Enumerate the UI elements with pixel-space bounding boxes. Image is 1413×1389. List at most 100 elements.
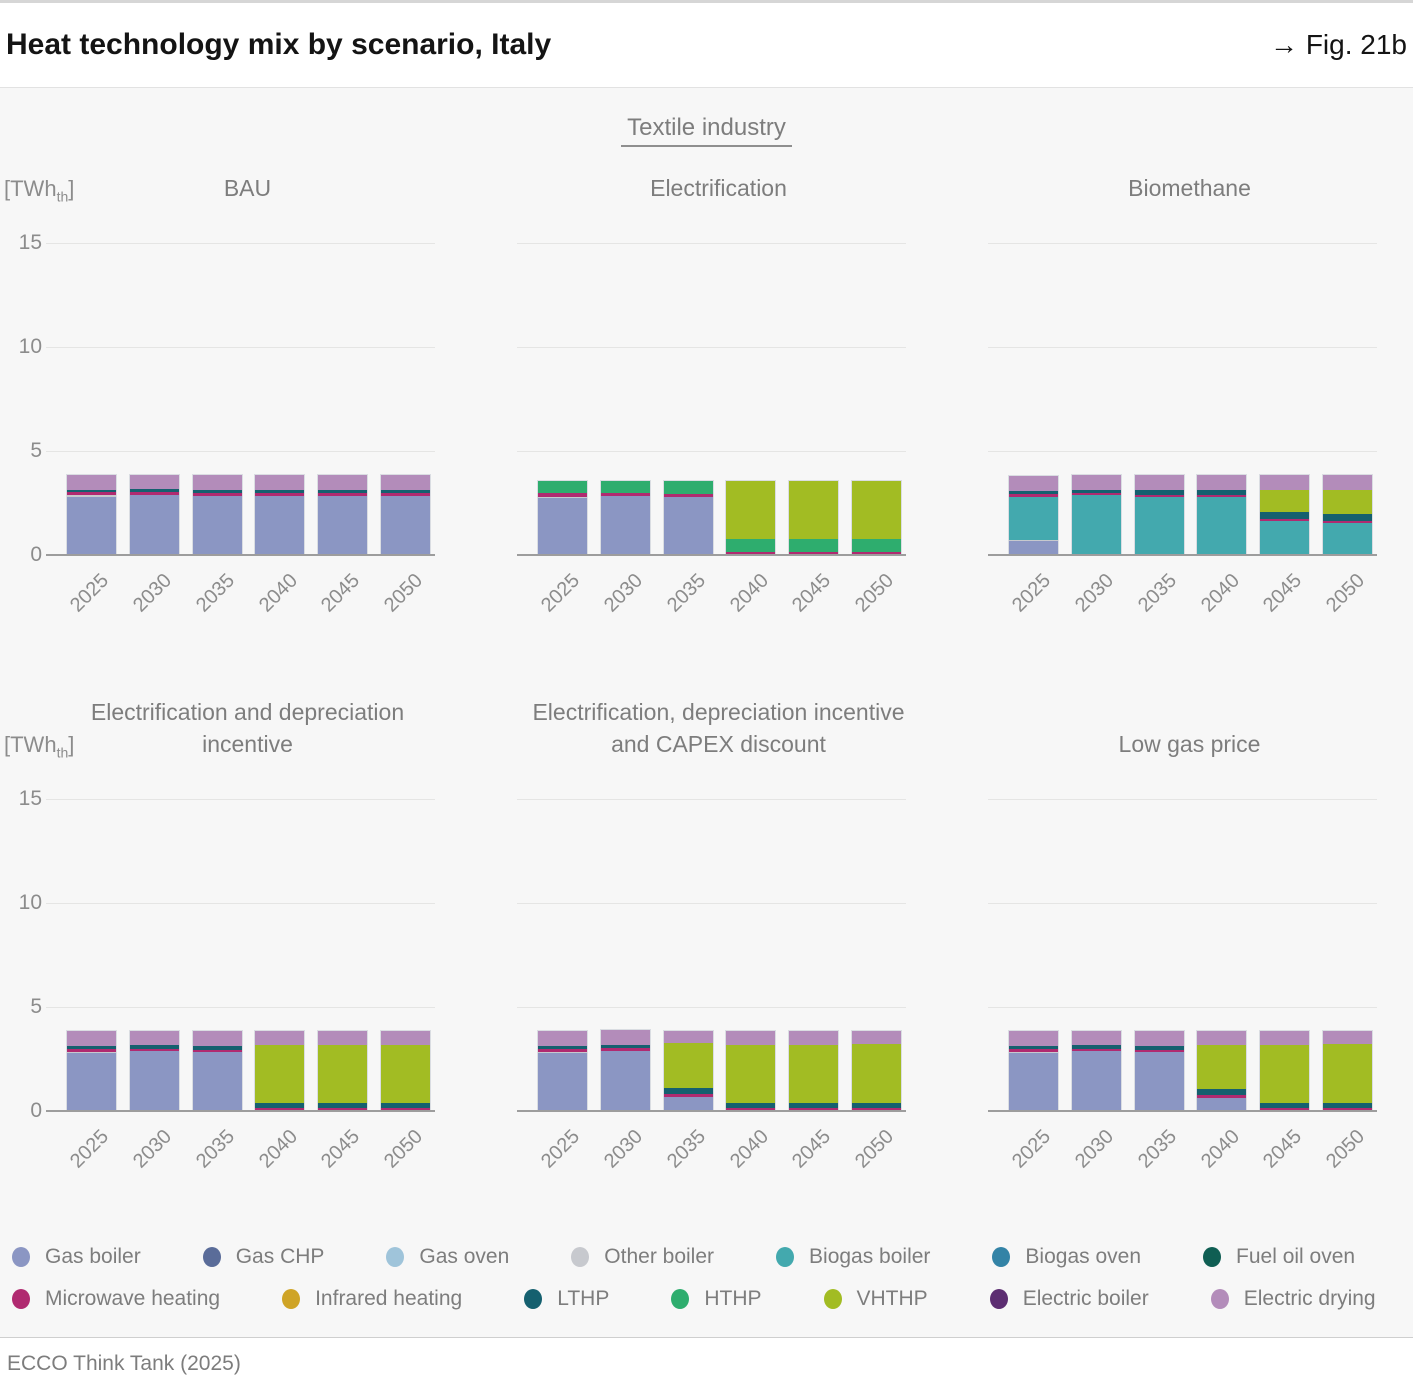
bar-segment-microwave-heating — [1197, 494, 1247, 498]
gridline-5 — [517, 451, 906, 452]
gridline-15 — [988, 243, 1377, 244]
x-tick-label: 2025 — [537, 569, 585, 617]
x-tick-2035: 2035 — [663, 1112, 714, 1173]
bar-segment-gas-boiler — [538, 1053, 587, 1110]
bar-segment-gas-boiler — [129, 1051, 179, 1110]
bar-segment-electric-drying — [318, 474, 368, 490]
bar-segment-electric-drying — [255, 1030, 305, 1046]
panel-title-electrification-depreciation-incentive-and-capex-discount: Electrification, depreciation incentive … — [532, 698, 905, 757]
bar-segment-microwave-heating — [255, 1107, 305, 1110]
bar-segment-other-boiler — [1009, 539, 1058, 542]
bar-segment-hthp — [600, 481, 650, 494]
legend-item-gas-boiler: Gas boiler — [12, 1245, 141, 1269]
gridline-15 — [517, 243, 906, 244]
stacked-bar-2050 — [379, 1029, 431, 1110]
x-tick-2035: 2035 — [663, 556, 714, 617]
chart-panel-low-gas-price: Low gas price 2025 2030 2035 2040 2045 2050 — [942, 644, 1413, 1216]
bar-segment-electric-drying — [1322, 475, 1372, 490]
panel-title-biomethane: Biomethane — [1128, 174, 1251, 201]
gridline-5 — [46, 1007, 435, 1008]
gridline-10 — [517, 347, 906, 348]
bar-segment-other-boiler — [67, 495, 116, 497]
x-tick-2040: 2040 — [254, 556, 305, 617]
bar-segment-electric-drying — [1134, 1031, 1184, 1046]
gridline-15 — [46, 799, 435, 800]
bar-segment-electric-drying — [538, 1031, 587, 1046]
x-axis-labels: 2025 2030 2035 2040 2045 2050 — [66, 556, 431, 617]
bar-segment-electric-drying — [192, 475, 242, 490]
bar-segment-microwave-heating — [1134, 1049, 1184, 1053]
x-tick-label: 2045 — [788, 1125, 836, 1173]
bar-segment-microwave-heating — [129, 492, 179, 495]
gridline-5 — [988, 451, 1377, 452]
bar-segment-electric-drying — [600, 1030, 650, 1045]
biogas-boiler-swatch-icon — [776, 1247, 795, 1267]
bar-segment-electric-drying — [67, 475, 116, 490]
bar-segment-microwave-heating — [1322, 1107, 1372, 1110]
x-axis-labels: 2025 2030 2035 2040 2045 2050 — [1008, 556, 1373, 617]
chart-legend: Gas boiler Gas CHP Gas oven Other boiler Bio… — [0, 1216, 1413, 1320]
bar-segment-other-boiler — [1009, 1051, 1058, 1054]
bar-segment-lthp — [1260, 512, 1310, 519]
x-tick-label: 2025 — [1008, 1125, 1056, 1173]
plot-block: 2025 2030 2035 2040 2045 2050 — [988, 776, 1377, 1216]
bar-segment-lthp — [129, 489, 179, 493]
bar-segment-gas-boiler — [538, 497, 587, 554]
gridline-15 — [46, 243, 435, 244]
bar-segment-microwave-heating — [129, 1048, 179, 1052]
bar-segment-electric-drying — [1071, 475, 1121, 490]
bar-segment-lthp — [67, 1045, 116, 1050]
legend-item-microwave-heating: Microwave heating — [12, 1287, 220, 1311]
x-tick-label: 2025 — [66, 569, 114, 617]
bar-segment-vhthp — [726, 481, 776, 539]
x-axis-labels: 2025 2030 2035 2040 2045 2050 — [537, 1112, 902, 1173]
bar-segment-electric-drying — [851, 1031, 901, 1045]
lthp-swatch-icon — [524, 1289, 543, 1309]
bar-segment-gas-boiler — [67, 496, 116, 554]
bar-segment-microwave-heating — [851, 1107, 901, 1110]
bar-segment-vhthp — [1322, 1044, 1372, 1103]
x-tick-2035: 2035 — [1134, 1112, 1185, 1173]
plot-electrification-and-depreciation-incentive: 0 5 10 15 [TWhth] 2025 2030 2035 2040 2045 2050 — [4, 732, 435, 1173]
bar-segment-lthp — [192, 1045, 242, 1050]
legend-row-2: Microwave heating Infrared heating LTHP HTH… — [12, 1278, 1413, 1320]
x-tick-label: 2035 — [191, 1125, 239, 1173]
bar-segment-microwave-heating — [1260, 1107, 1310, 1110]
plot-block: 0 5 10 15 [TWhth] 2025 2030 2035 2040 2045 2050 — [4, 176, 435, 644]
bar-segment-microwave-heating — [726, 1107, 776, 1110]
x-tick-label: 2045 — [317, 569, 365, 617]
bar-segment-electric-drying — [663, 1030, 713, 1044]
x-axis-line — [46, 554, 435, 556]
bar-segment-microwave-heating — [1260, 518, 1310, 522]
stacked-bar-2045 — [317, 473, 369, 554]
bar-segment-microwave-heating — [1071, 1048, 1121, 1052]
bar-segment-lthp — [726, 1102, 776, 1108]
y-tick-0: 0 — [30, 543, 42, 566]
x-tick-label: 2025 — [537, 1125, 585, 1173]
bar-segment-lthp — [1009, 1045, 1058, 1050]
stacked-bar-2030 — [128, 474, 180, 554]
legend-item-lthp: LTHP — [524, 1287, 609, 1311]
bar-segment-biogas-boiler — [1322, 523, 1372, 554]
sector-subtitle: Textile industry — [621, 114, 792, 147]
bar-segment-lthp — [1260, 1102, 1310, 1108]
plot-block: 0 5 10 15 [TWhth] 2025 2030 2035 2040 2045 2050 — [4, 732, 435, 1216]
bar-segment-electric-drying — [1009, 476, 1058, 492]
stacked-bar-2035 — [662, 1029, 714, 1110]
x-tick-2045: 2045 — [1259, 556, 1310, 617]
bar-segment-microwave-heating — [663, 1094, 713, 1098]
legend-label-vhthp: VHTHP — [856, 1287, 928, 1310]
bar-segment-lthp — [255, 1102, 305, 1108]
bar-segment-hthp — [726, 538, 776, 552]
bar-segment-gas-boiler — [1009, 541, 1058, 554]
x-tick-2030: 2030 — [1071, 1112, 1122, 1173]
stacked-bar-2040 — [1196, 474, 1248, 554]
legend-item-electric-drying: Electric drying — [1210, 1287, 1376, 1311]
x-tick-2050: 2050 — [380, 1112, 431, 1173]
bar-segment-lthp — [1134, 489, 1184, 495]
y-tick-5: 5 — [30, 439, 42, 462]
gridline-15 — [988, 799, 1377, 800]
bar-segment-microwave-heating — [1009, 493, 1058, 497]
bar-segment-microwave-heating — [1134, 494, 1184, 498]
